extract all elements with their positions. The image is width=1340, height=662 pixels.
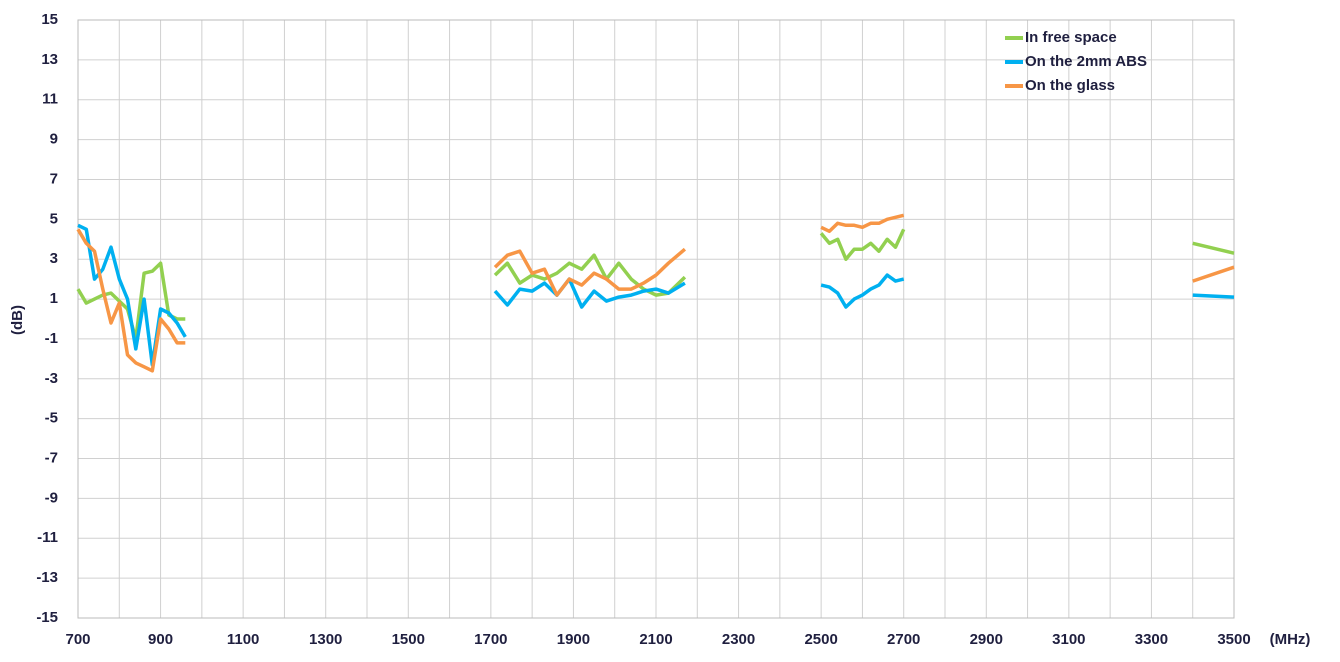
y-tick-label: 11 (42, 91, 58, 108)
x-tick-label: 3100 (1052, 631, 1085, 648)
y-tick-label: -7 (45, 450, 58, 467)
y-tick-label: 1 (50, 290, 58, 307)
y-tick-label: 15 (41, 11, 58, 28)
x-tick-label: 1300 (309, 631, 342, 648)
x-tick-label: 3500 (1217, 631, 1250, 648)
y-tick-label: -15 (36, 609, 58, 626)
y-axis-label: (dB) (9, 305, 26, 335)
series-line (77, 223, 1235, 367)
y-tick-label: 3 (50, 250, 58, 267)
x-tick-label: 3300 (1135, 631, 1168, 648)
x-tick-label: 2300 (722, 631, 755, 648)
x-tick-label: 2700 (887, 631, 920, 648)
x-tick-label: 1700 (474, 631, 507, 648)
legend-label: On the glass (1025, 77, 1115, 94)
y-tick-label: -3 (45, 370, 58, 387)
series-line (76, 213, 1235, 373)
x-axis-label: (MHz) (1270, 631, 1311, 648)
y-tick-label: 7 (50, 170, 58, 187)
y-tick-label: 9 (50, 131, 58, 148)
y-tick-label: -5 (45, 410, 58, 427)
x-tick-label: 2100 (639, 631, 672, 648)
x-tick-label: 700 (65, 631, 90, 648)
y-tick-label: -1 (45, 330, 58, 347)
plot-border (77, 19, 1235, 619)
y-tick-label: 5 (50, 210, 58, 227)
legend-label: On the 2mm ABS (1025, 53, 1147, 70)
x-tick-label: 1900 (557, 631, 590, 648)
x-tick-label: 900 (148, 631, 173, 648)
x-tick-label: 2500 (804, 631, 837, 648)
x-tick-label: 2900 (970, 631, 1003, 648)
y-tick-label: -11 (37, 529, 58, 546)
legend-label: In free space (1025, 29, 1117, 46)
y-tick-label: -13 (36, 569, 58, 586)
y-tick-label: -9 (45, 489, 58, 506)
x-tick-label: 1100 (227, 631, 260, 648)
y-tick-label: 13 (41, 51, 58, 68)
x-tick-label: 1500 (392, 631, 425, 648)
